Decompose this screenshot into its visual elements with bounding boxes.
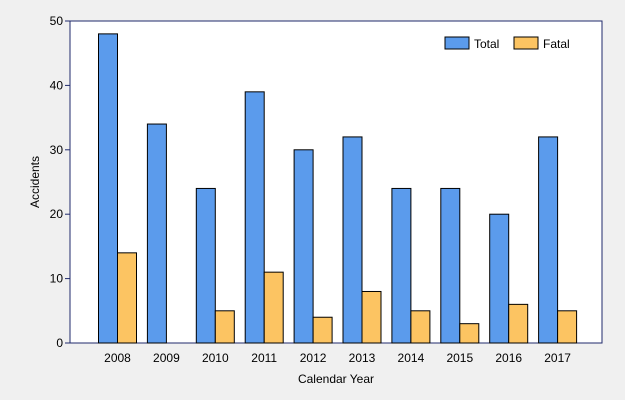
y-tick-label: 10 — [50, 272, 64, 286]
y-tick-label: 0 — [56, 336, 63, 350]
bar-fatal — [410, 310, 431, 344]
bar-total — [98, 33, 118, 344]
x-tick-label: 2010 — [202, 351, 229, 365]
x-axis: 2008 2009 2010 2011 2012 2013 2014 2015 2016 2017 — [104, 351, 571, 365]
bar-fatal — [117, 252, 137, 344]
bar-total — [391, 187, 412, 344]
x-tick-label: 2013 — [349, 351, 376, 365]
bar-total — [489, 213, 510, 344]
y-tick-label: 30 — [50, 143, 64, 157]
x-tick-label: 2008 — [104, 351, 131, 365]
x-axis-title: Calendar Year — [298, 372, 374, 386]
bar-fatal — [263, 271, 284, 344]
bar-total — [440, 187, 461, 344]
bar-fatal — [459, 323, 480, 344]
bars-group — [98, 33, 578, 344]
x-tick-label: 2012 — [300, 351, 327, 365]
legend: Total Fatal — [444, 36, 570, 51]
x-tick-label: 2011 — [251, 351, 277, 365]
legend-label-fatal: Fatal — [543, 37, 570, 51]
y-tick-label: 40 — [50, 78, 64, 92]
x-tick-label: 2015 — [446, 351, 473, 365]
bar-fatal — [557, 310, 578, 344]
y-tick-label: 20 — [50, 207, 64, 221]
bar-total — [538, 136, 559, 344]
y-tick-label: 50 — [50, 14, 64, 28]
x-tick-label: 2017 — [544, 351, 571, 365]
bar-total — [146, 123, 167, 344]
bar-fatal — [312, 316, 333, 344]
legend-label-total: Total — [474, 37, 499, 51]
y-axis-title: Accidents — [28, 156, 42, 208]
bar-total — [244, 91, 265, 344]
bar-total — [293, 149, 314, 344]
legend-swatch-fatal — [513, 36, 539, 50]
x-tick-label: 2014 — [398, 351, 425, 365]
y-axis: 0 10 20 30 40 50 — [50, 14, 70, 350]
legend-swatch-total — [444, 36, 470, 50]
bar-fatal — [214, 310, 235, 344]
x-tick-label: 2009 — [153, 351, 180, 365]
bar-fatal — [361, 290, 382, 344]
bar-fatal — [508, 303, 529, 344]
bar-total — [342, 136, 363, 344]
x-tick-label: 2016 — [495, 351, 522, 365]
bar-total — [195, 187, 216, 344]
